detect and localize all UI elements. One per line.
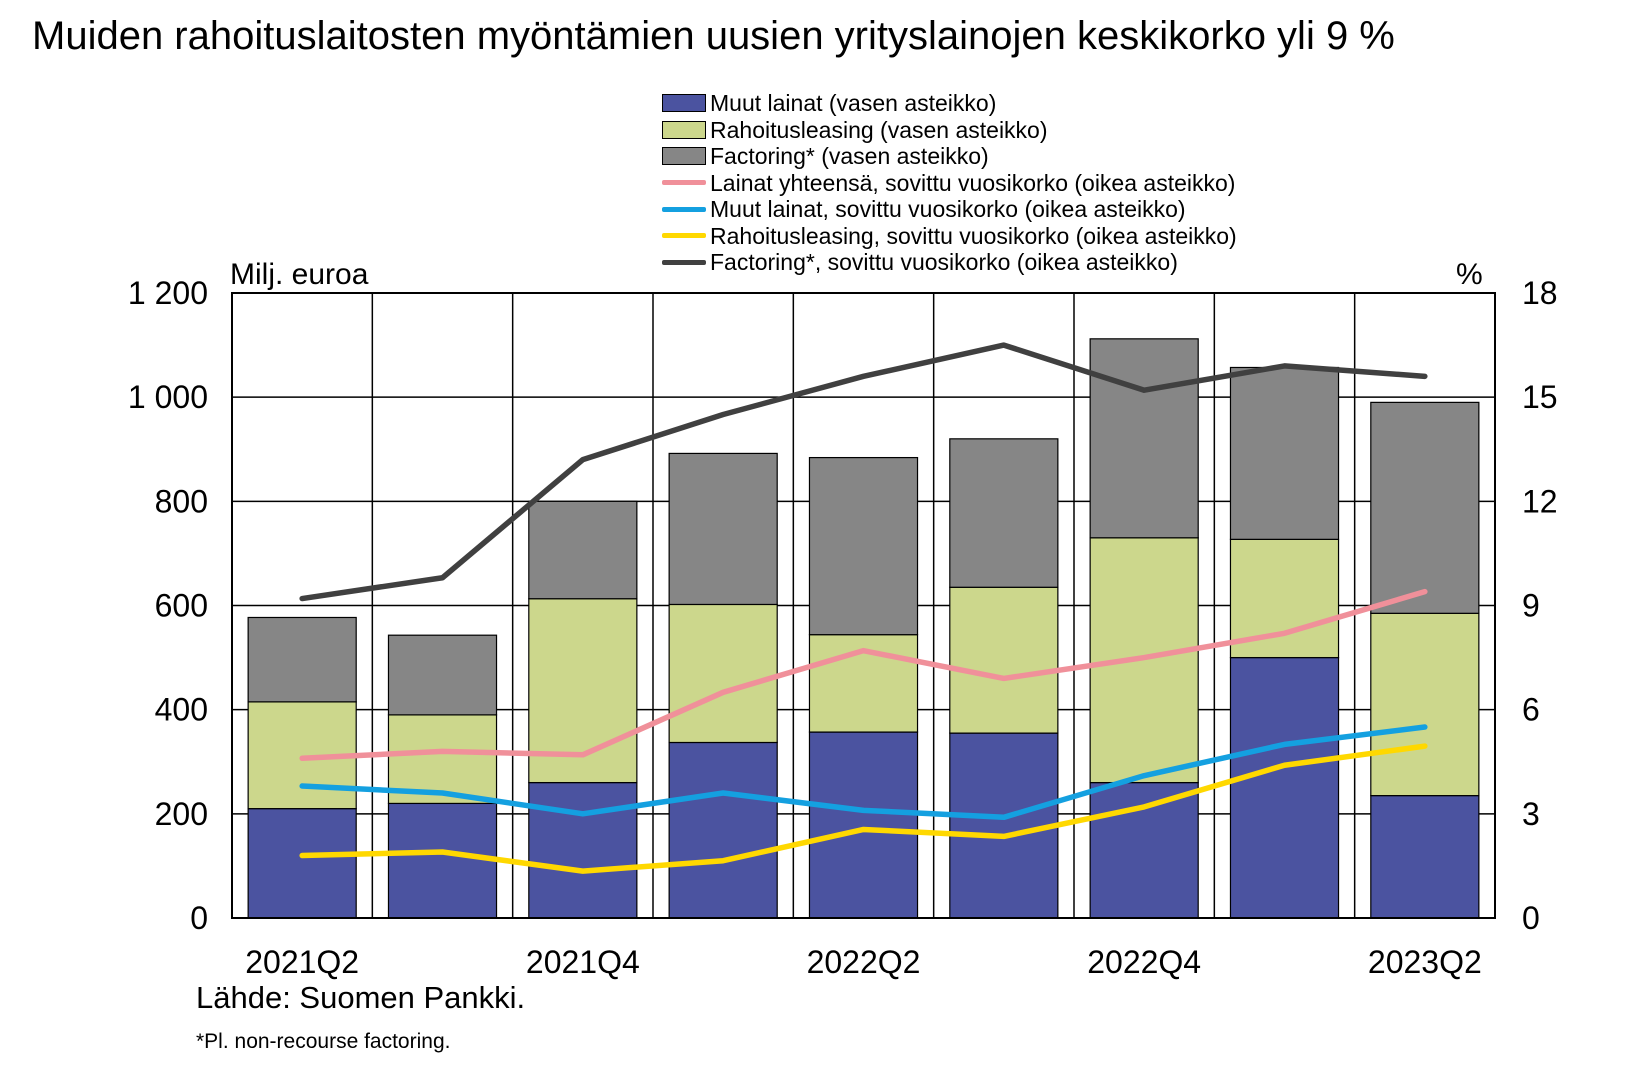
legend-item-rahoitusleasing: Rahoitusleasing (vasen asteikko) [662, 117, 1237, 144]
legend-item-factoring-korko: Factoring*, sovittu vuosikorko (oikea as… [662, 249, 1237, 276]
left-axis-tick-label: 1 000 [128, 379, 208, 415]
legend-swatch [662, 147, 706, 166]
right-axis-tick-label: 15 [1522, 379, 1558, 415]
x-axis-tick-label: 2023Q2 [1368, 944, 1482, 980]
left-axis-tick-label: 800 [155, 483, 208, 519]
bar-segment [1089, 338, 1199, 539]
bar-segment [1370, 612, 1480, 797]
bar-segment [1370, 401, 1480, 614]
x-axis-tick-label: 2022Q2 [807, 944, 921, 980]
bar-segment [668, 452, 778, 606]
left-axis-tick-label: 600 [155, 588, 208, 624]
right-axis-tick-label: 0 [1522, 900, 1540, 936]
left-axis-tick-label: 400 [155, 692, 208, 728]
right-axis-unit: % [1456, 258, 1483, 291]
left-axis-tick-label: 200 [155, 796, 208, 832]
bar-segment [1229, 366, 1340, 540]
legend-item-lainat-yhteensa-korko: Lainat yhteensä, sovittu vuosikorko (oik… [662, 170, 1237, 197]
right-axis-tick-label: 3 [1522, 796, 1540, 832]
bar-segment [668, 603, 778, 744]
right-axis-tick-label: 9 [1522, 588, 1540, 624]
legend-label: Factoring* (vasen asteikko) [710, 143, 989, 169]
bar-segment [808, 731, 919, 919]
line-series [299, 342, 1428, 602]
bar-segment [808, 456, 919, 636]
legend-item-muut-lainat: Muut lainat (vasen asteikko) [662, 90, 1237, 117]
source-note: Lähde: Suomen Pankki. [196, 980, 526, 1015]
left-axis-tick-label: 1 200 [128, 275, 208, 311]
x-axis-tick-label: 2022Q4 [1087, 944, 1201, 980]
left-axis-tick-label: 0 [190, 900, 208, 936]
bar-segment [528, 500, 638, 600]
right-axis-tick-label: 12 [1522, 483, 1558, 519]
legend-label: Muut lainat (vasen asteikko) [710, 90, 997, 116]
bar-segment [668, 741, 778, 919]
legend-swatch [662, 233, 706, 239]
legend-swatch [662, 94, 706, 113]
legend-label: Lainat yhteensä, sovittu vuosikorko (oik… [710, 169, 1236, 196]
legend-swatch [662, 206, 706, 212]
line-series [299, 743, 1428, 874]
left-axis-unit: Milj. euroa [230, 258, 369, 291]
bar-segment [1229, 656, 1340, 919]
chart-title: Muiden rahoituslaitosten myöntämien uusi… [32, 14, 1395, 58]
legend-swatch [662, 120, 706, 139]
legend-label: Rahoitusleasing (vasen asteikko) [710, 116, 1048, 143]
legend-item-muut-lainat-korko: Muut lainat, sovittu vuosikorko (oikea a… [662, 196, 1237, 223]
legend-label: Factoring*, sovittu vuosikorko (oikea as… [710, 249, 1178, 275]
bar-segment [528, 781, 638, 919]
bar-segment [949, 438, 1059, 588]
bar-segment [949, 732, 1059, 919]
bar-segment [387, 634, 498, 716]
bar-segment [949, 586, 1059, 734]
line-series [299, 724, 1428, 821]
right-axis-tick-label: 6 [1522, 692, 1540, 728]
bar-segment [1089, 781, 1199, 919]
x-axis-tick-label: 2021Q4 [526, 944, 640, 980]
legend-swatch [662, 259, 706, 265]
right-axis-tick-label: 18 [1522, 275, 1558, 311]
bar-segment [247, 808, 357, 919]
x-axis-tick-label: 2021Q2 [245, 944, 359, 980]
bar-segment [1370, 795, 1480, 919]
legend-item-factoring: Factoring* (vasen asteikko) [662, 143, 1237, 170]
plot-frame [231, 292, 1496, 919]
legend-label: Rahoitusleasing, sovittu vuosikorko (oik… [710, 222, 1237, 249]
bar-segment [247, 616, 357, 703]
bar-segment [387, 802, 498, 919]
legend-label: Muut lainat, sovittu vuosikorko (oikea a… [710, 196, 1186, 222]
line-series [299, 588, 1428, 762]
legend-item-rahoitusleasing-korko: Rahoitusleasing, sovittu vuosikorko (oik… [662, 223, 1237, 250]
footnote: *Pl. non-recourse factoring. [196, 1030, 451, 1053]
legend: Muut lainat (vasen asteikko) Rahoituslea… [662, 90, 1237, 276]
legend-swatch [662, 180, 706, 186]
